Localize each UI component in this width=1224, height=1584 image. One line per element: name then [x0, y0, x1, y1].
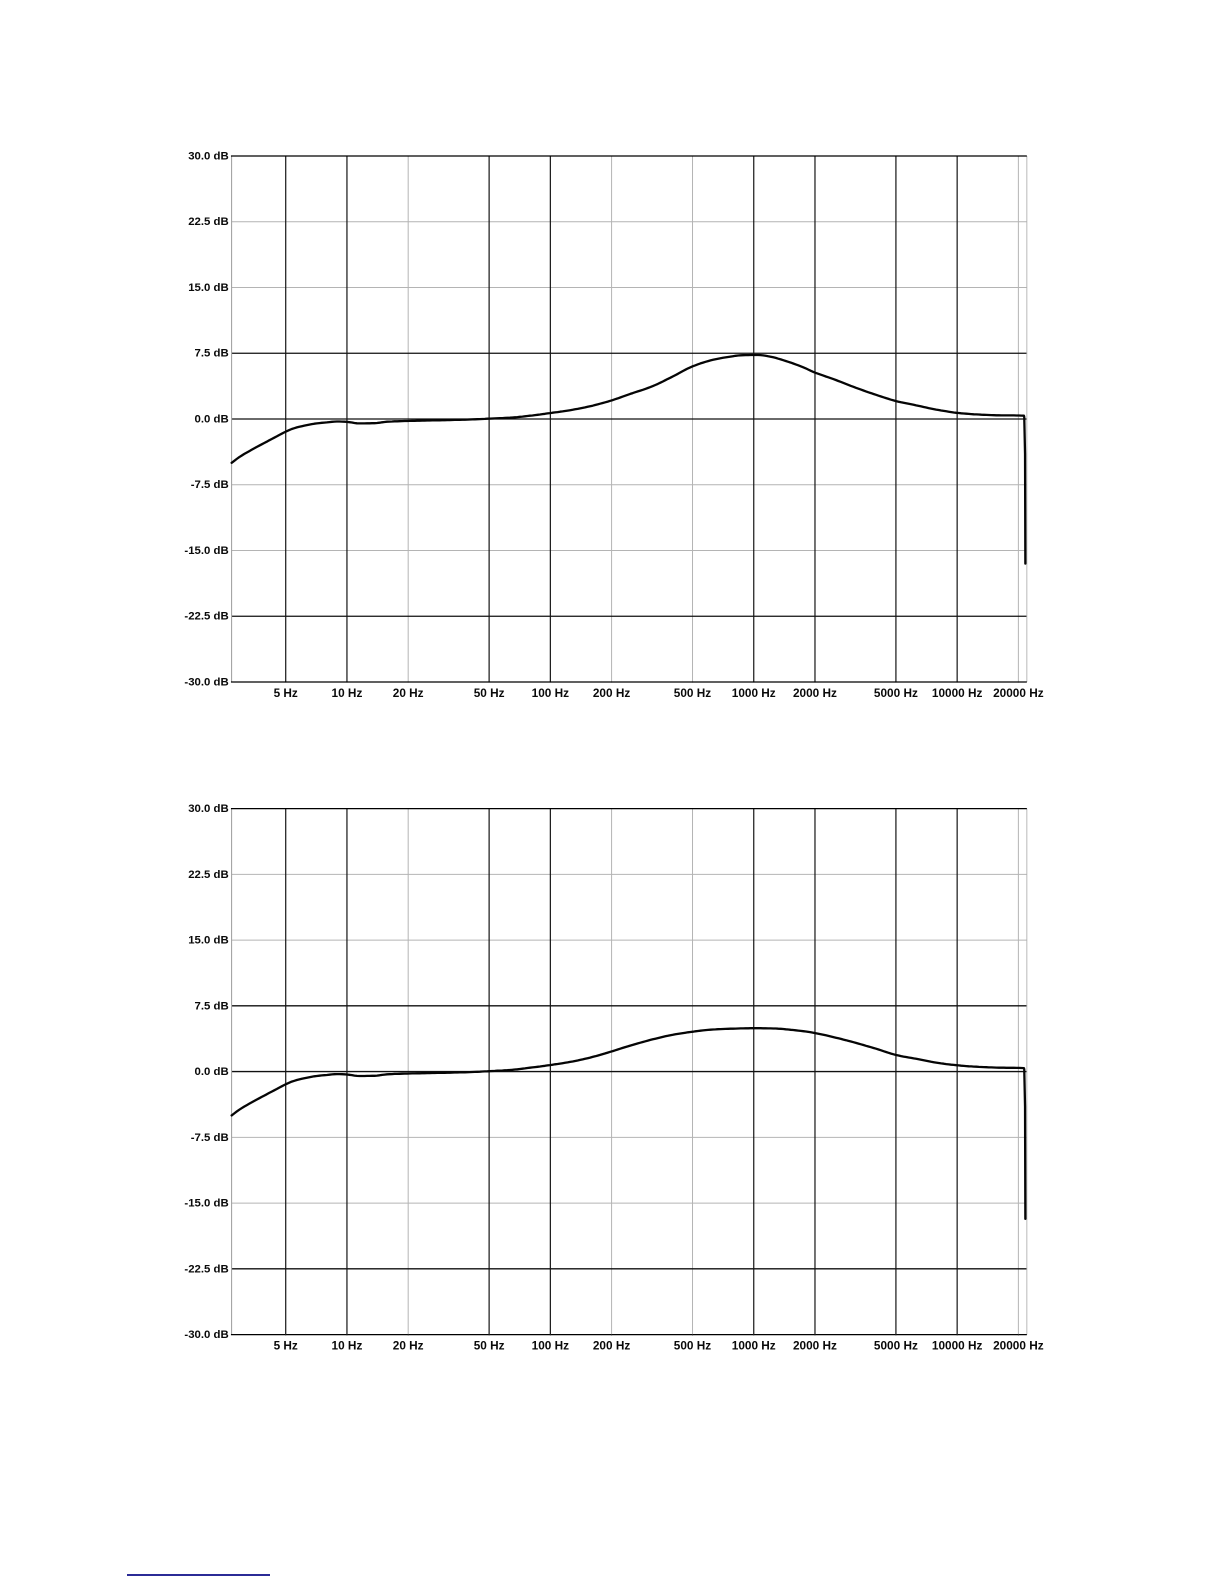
svg-text:-15.0 dB: -15.0 dB	[184, 545, 228, 557]
svg-text:200 Hz: 200 Hz	[593, 686, 630, 700]
svg-text:1000 Hz: 1000 Hz	[732, 686, 776, 700]
svg-text:15.0 dB: 15.0 dB	[188, 935, 229, 947]
svg-text:20000 Hz: 20000 Hz	[993, 1339, 1044, 1353]
svg-text:2000 Hz: 2000 Hz	[793, 1339, 837, 1353]
svg-text:100 Hz: 100 Hz	[532, 686, 569, 700]
svg-text:22.5 dB: 22.5 dB	[188, 216, 229, 228]
svg-text:-7.5 dB: -7.5 dB	[191, 479, 229, 491]
svg-text:-30.0 dB: -30.0 dB	[184, 1329, 228, 1341]
svg-text:20000 Hz: 20000 Hz	[993, 686, 1044, 700]
svg-text:50 Hz: 50 Hz	[474, 1339, 505, 1353]
svg-text:-30.0 dB: -30.0 dB	[184, 677, 228, 689]
svg-text:7.5 dB: 7.5 dB	[195, 1000, 229, 1012]
svg-text:-7.5 dB: -7.5 dB	[191, 1132, 229, 1144]
svg-text:2000 Hz: 2000 Hz	[793, 686, 837, 700]
svg-text:7.5 dB: 7.5 dB	[195, 348, 229, 360]
svg-text:1000 Hz: 1000 Hz	[732, 1339, 776, 1353]
svg-text:-22.5 dB: -22.5 dB	[184, 1263, 228, 1275]
svg-text:10 Hz: 10 Hz	[332, 686, 363, 700]
svg-text:50 Hz: 50 Hz	[474, 686, 505, 700]
svg-text:5 Hz: 5 Hz	[274, 1339, 298, 1353]
svg-text:5 Hz: 5 Hz	[274, 686, 298, 700]
svg-text:15.0 dB: 15.0 dB	[188, 282, 229, 294]
svg-text:30.0 dB: 30.0 dB	[188, 803, 229, 815]
svg-text:5000 Hz: 5000 Hz	[874, 1339, 918, 1353]
svg-text:500 Hz: 500 Hz	[674, 686, 711, 700]
svg-text:100 Hz: 100 Hz	[532, 1339, 569, 1353]
svg-text:10000 Hz: 10000 Hz	[932, 686, 983, 700]
svg-text:200 Hz: 200 Hz	[593, 1339, 630, 1353]
svg-text:30.0 dB: 30.0 dB	[188, 151, 229, 163]
svg-text:0.0 dB: 0.0 dB	[195, 1066, 229, 1078]
svg-text:500 Hz: 500 Hz	[674, 1339, 711, 1353]
svg-text:-22.5 dB: -22.5 dB	[184, 611, 228, 623]
svg-text:-15.0 dB: -15.0 dB	[184, 1198, 228, 1210]
svg-text:10000 Hz: 10000 Hz	[932, 1339, 983, 1353]
svg-text:5000 Hz: 5000 Hz	[874, 686, 918, 700]
svg-text:20 Hz: 20 Hz	[393, 686, 424, 700]
svg-text:0.0 dB: 0.0 dB	[195, 414, 229, 426]
svg-text:20 Hz: 20 Hz	[393, 1339, 424, 1353]
svg-text:10 Hz: 10 Hz	[332, 1339, 363, 1353]
svg-text:22.5 dB: 22.5 dB	[188, 869, 229, 881]
